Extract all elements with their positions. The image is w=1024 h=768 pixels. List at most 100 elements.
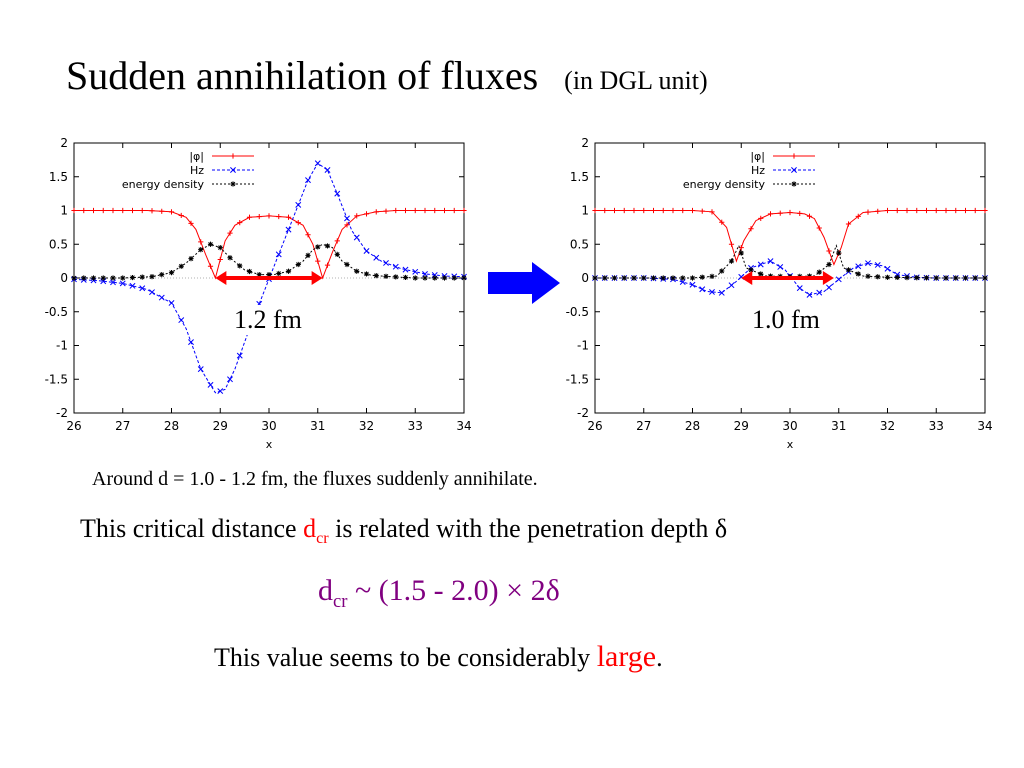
- series-point: [728, 241, 735, 247]
- series-point: [295, 201, 302, 208]
- series-point: [149, 208, 155, 214]
- series-point: [373, 209, 379, 215]
- series-point: [110, 275, 116, 281]
- series-point: [217, 256, 223, 263]
- y-tick-label: 0.5: [49, 237, 68, 251]
- series-point: [441, 207, 448, 214]
- series-point: [904, 274, 910, 281]
- series-point: [129, 282, 136, 289]
- series-point: [767, 211, 774, 217]
- series-point: [354, 268, 360, 274]
- series-point: [207, 241, 214, 247]
- series-point: [709, 288, 715, 295]
- x-tick-label: 33: [408, 419, 423, 433]
- series-point: [393, 207, 399, 214]
- series-point: [197, 366, 204, 373]
- series-point: [71, 207, 77, 214]
- series-point: [699, 286, 706, 293]
- y-tick-label: -1: [577, 339, 589, 353]
- series-point: [865, 273, 871, 279]
- series-point: [982, 275, 988, 281]
- x-tick-label: 31: [831, 419, 846, 433]
- series-point: [709, 273, 715, 279]
- series-point: [631, 207, 637, 214]
- series-point: [718, 289, 725, 296]
- arrow-head-right: [311, 271, 323, 285]
- series-point: [198, 247, 204, 253]
- series-point: [227, 255, 233, 261]
- observation-text: Around d = 1.0 - 1.2 fm, the fluxes sudd…: [92, 468, 538, 490]
- series-point: [738, 245, 744, 251]
- series-point: [826, 248, 832, 254]
- series-point: [592, 207, 598, 214]
- chart-svg: 26 27 28 29 30 31 32 33 34 -2 -1.5 -1 -0.5 0 0.5 1 1.5 2 x…: [45, 136, 472, 451]
- chart-svg: 26 27 28 29 30 31 32 33 34 -2 -1.5 -1 -0.5 0 0.5 1 1.5 2 x…: [566, 136, 993, 451]
- series-point: [972, 275, 978, 281]
- series-point: [943, 275, 949, 281]
- series-point: [149, 289, 155, 296]
- conclusion-text: This value seems to be considerably larg…: [214, 640, 663, 674]
- series-point: [237, 220, 243, 226]
- series-point: [670, 207, 676, 214]
- series-point: [621, 207, 627, 214]
- y-tick-label: -0.5: [566, 305, 589, 319]
- series-point: [914, 275, 920, 281]
- series-point: [777, 210, 783, 216]
- series-point: [865, 260, 871, 267]
- series-point: [806, 291, 813, 298]
- legend-label: Hz: [751, 164, 765, 177]
- series-point: [972, 207, 978, 214]
- series-point: [845, 267, 852, 273]
- conclusion-large: large: [596, 640, 657, 673]
- series-point: [728, 258, 735, 264]
- series-point: [738, 250, 744, 256]
- y-tick-label: 0.5: [570, 237, 589, 251]
- legend-label: |φ|: [750, 150, 765, 163]
- series-point: [855, 263, 862, 270]
- series-point: [276, 213, 282, 220]
- series-point: [178, 212, 184, 219]
- series-point: [422, 207, 428, 214]
- series-point: [383, 260, 389, 266]
- series-point: [198, 239, 204, 245]
- series-point: [207, 263, 214, 269]
- title-unit: (in DGL unit): [564, 66, 708, 95]
- series-point: [285, 226, 292, 233]
- legend-marker: [791, 181, 797, 187]
- series-point: [373, 273, 379, 279]
- series-point: [679, 279, 686, 286]
- x-tick-label: 30: [782, 419, 797, 433]
- dcr-subscript: cr: [316, 530, 329, 548]
- series-point: [728, 282, 735, 289]
- series-point: [275, 251, 282, 258]
- series-point: [246, 268, 253, 275]
- x-tick-label: 26: [587, 419, 602, 433]
- series-point: [237, 263, 243, 269]
- series-point: [432, 275, 438, 281]
- series-point: [680, 275, 686, 281]
- series-point: [943, 207, 949, 214]
- series-point: [826, 261, 832, 268]
- y-tick-label: 0: [581, 271, 589, 285]
- series-point: [120, 275, 126, 281]
- right-arrow-icon: [488, 262, 560, 304]
- series-point: [874, 261, 881, 268]
- series-point: [363, 271, 370, 277]
- series-point: [168, 300, 175, 306]
- series-point: [227, 230, 233, 236]
- series-point: [699, 274, 705, 280]
- series-point: [962, 275, 969, 281]
- series-point: [90, 275, 97, 281]
- series-point: [305, 252, 311, 258]
- plot-after: 26 27 28 29 30 31 32 33 34 -2 -1.5 -1 -0.5 0 0.5 1 1.5 2 x…: [555, 128, 1005, 468]
- series-point: [875, 208, 881, 214]
- series-point: [266, 213, 272, 219]
- critical-distance-text: This critical distance dcr is related wi…: [80, 514, 727, 548]
- conclusion-suffix: .: [656, 643, 663, 672]
- series-point: [393, 274, 399, 280]
- x-tick-label: 27: [636, 419, 651, 433]
- series-point: [402, 207, 409, 214]
- legend-marker: [230, 167, 236, 173]
- series-point: [285, 214, 292, 220]
- series-point: [158, 294, 165, 301]
